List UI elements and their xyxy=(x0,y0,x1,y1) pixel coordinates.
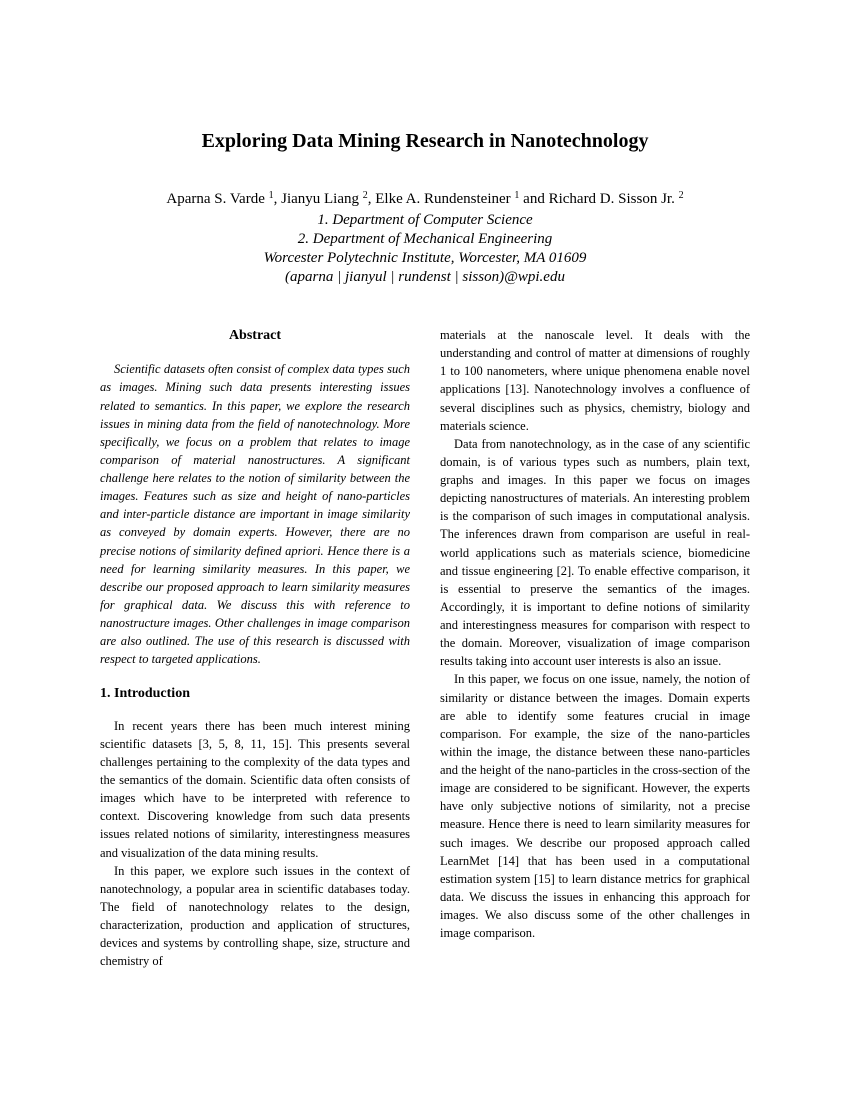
author-3: Elke A. Rundensteiner xyxy=(375,191,510,207)
paper-title: Exploring Data Mining Research in Nanote… xyxy=(100,130,750,153)
affiliation-3: Worcester Polytechnic Institute, Worcest… xyxy=(100,250,750,267)
author-1: Aparna S. Varde xyxy=(166,191,264,207)
author-2-sup: 2 xyxy=(363,190,368,201)
two-column-layout: Abstract Scientific datasets often consi… xyxy=(100,326,750,970)
section-1-heading: 1. Introduction xyxy=(100,684,410,704)
paragraph-5: In this paper, we focus on one issue, na… xyxy=(440,670,750,942)
left-column: Abstract Scientific datasets often consi… xyxy=(100,326,410,970)
affiliation-1: 1. Department of Computer Science xyxy=(100,212,750,229)
abstract-heading: Abstract xyxy=(100,326,410,346)
paragraph-4: Data from nanotechnology, as in the case… xyxy=(440,435,750,671)
right-column: materials at the nanoscale level. It dea… xyxy=(440,326,750,970)
author-3-sup: 1 xyxy=(514,190,519,201)
abstract-text: Scientific datasets often consist of com… xyxy=(100,360,410,668)
author-4-sup: 2 xyxy=(679,190,684,201)
paragraph-2: In this paper, we explore such issues in… xyxy=(100,862,410,971)
authors-line: Aparna S. Varde 1, Jianyu Liang 2, Elke … xyxy=(100,191,750,208)
paragraph-3: materials at the nanoscale level. It dea… xyxy=(440,326,750,435)
author-4: Richard D. Sisson Jr. xyxy=(549,191,675,207)
author-2: Jianyu Liang xyxy=(281,191,359,207)
affiliation-4: (aparna | jianyul | rundenst | sisson)@w… xyxy=(100,269,750,286)
paragraph-1: In recent years there has been much inte… xyxy=(100,717,410,862)
author-1-sup: 1 xyxy=(269,190,274,201)
affiliation-2: 2. Department of Mechanical Engineering xyxy=(100,231,750,248)
